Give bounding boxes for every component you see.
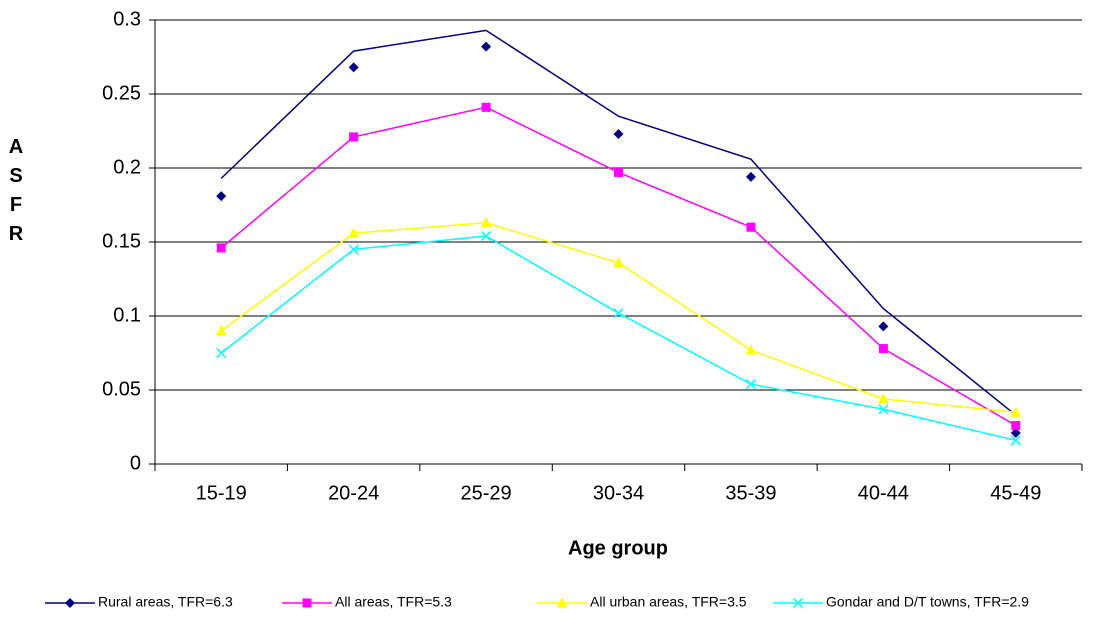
data-point (481, 231, 492, 242)
data-point (613, 128, 624, 139)
data-point (613, 257, 624, 268)
data-point (1010, 427, 1021, 438)
series-line (220, 222, 1016, 413)
data-point (1010, 435, 1021, 446)
legend-label: All areas, TFR=5.3 (335, 594, 452, 610)
x-tick-label: 15-19 (196, 482, 247, 504)
x-tick-label: 40-44 (858, 482, 909, 504)
data-point (216, 191, 227, 202)
series-line (220, 29, 1017, 416)
legend-marker (556, 597, 568, 608)
y-tick-label: 0.25 (102, 82, 141, 104)
data-point (746, 222, 756, 232)
data-point (480, 217, 492, 228)
data-point (348, 62, 359, 73)
legend-marker (302, 598, 312, 608)
data-point (216, 243, 226, 253)
data-point (348, 244, 359, 255)
data-point (878, 321, 889, 332)
data-point (745, 171, 756, 182)
y-tick-label: 0.2 (113, 156, 141, 178)
y-tick-label: 0 (130, 452, 141, 474)
x-axis-title: Age group (568, 537, 668, 559)
legend-marker (65, 598, 75, 608)
data-point (745, 344, 757, 355)
x-tick-label: 20-24 (328, 482, 379, 504)
data-point (878, 344, 888, 354)
y-tick-label: 0.05 (102, 378, 141, 400)
legend-label: Gondar and D/T towns, TFR=2.9 (826, 594, 1029, 610)
x-tick-label: 35-39 (725, 482, 776, 504)
data-point (878, 404, 889, 415)
legend-marker (792, 597, 804, 609)
y-tick-label: 0.15 (102, 230, 141, 252)
data-point (745, 379, 756, 390)
legend-label: Rural areas, TFR=6.3 (98, 594, 233, 610)
data-point (613, 308, 624, 319)
x-tick-label: 25-29 (460, 482, 511, 504)
x-tick-label: 45-49 (990, 482, 1041, 504)
data-point (215, 325, 227, 336)
data-point (348, 227, 360, 238)
legend-label: All urban areas, TFR=3.5 (590, 594, 747, 610)
x-tick-label: 30-34 (593, 482, 644, 504)
data-point (481, 102, 491, 112)
data-point (1010, 406, 1022, 417)
y-tick-label: 0.1 (113, 304, 141, 326)
data-point (216, 347, 227, 359)
data-point (481, 41, 492, 52)
y-tick-label: 0.3 (113, 8, 141, 30)
data-point (1011, 421, 1021, 431)
data-point (349, 132, 359, 142)
data-point (614, 167, 623, 177)
data-point (877, 393, 889, 404)
